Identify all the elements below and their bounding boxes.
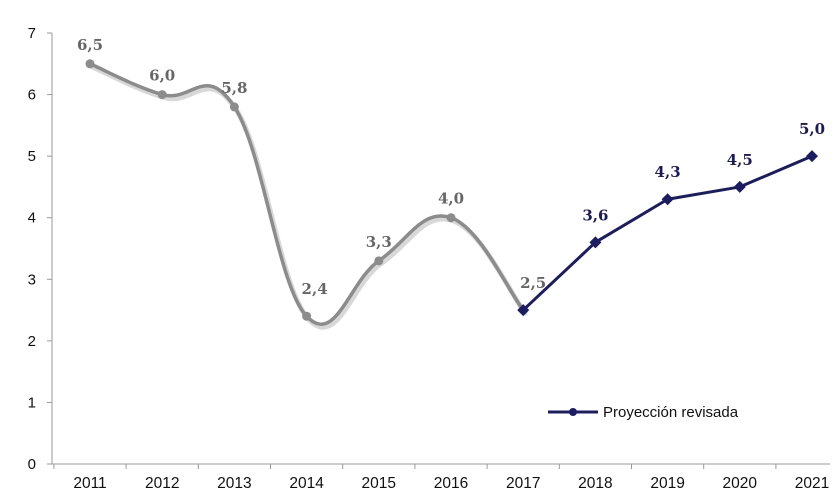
data-point-historical (85, 59, 95, 69)
y-tick-label: 2 (28, 333, 36, 350)
x-tick-label: 2017 (506, 475, 540, 492)
data-label-proyeccion: 4,3 (655, 163, 681, 181)
x-tick-label: 2012 (145, 475, 179, 492)
legend-marker-proyeccion (569, 408, 577, 416)
x-tick-label: 2019 (650, 475, 684, 492)
data-label-historical: 5,8 (221, 79, 247, 97)
chart-axes (51, 33, 830, 465)
y-tick-label: 3 (28, 271, 36, 288)
data-point-historical (374, 256, 384, 266)
y-tick-label: 7 (28, 25, 36, 42)
data-point-historical (157, 90, 167, 100)
x-tick-label: 2014 (289, 475, 324, 492)
y-tick-label: 4 (28, 210, 36, 227)
data-labels: 6,5 6,0 5,8 2,4 3,3 4,0 2,5 3,6 4,3 4,5 5,0 (77, 36, 825, 298)
chart-legend: Proyección revisada (548, 404, 739, 421)
data-label-proyeccion: 3,6 (582, 206, 608, 224)
data-point-proyeccion (517, 304, 530, 317)
data-label-historical: 3,3 (366, 233, 392, 251)
x-tick-label: 2020 (723, 475, 758, 492)
x-axis-ticks: 2011 2012 2013 2014 2015 2016 2017 2018 2019 2020… (53, 464, 829, 492)
x-tick-label: 2015 (362, 475, 396, 492)
data-label-proyeccion: 5,0 (799, 120, 825, 138)
y-tick-label: 0 (28, 456, 36, 473)
data-point-proyeccion (733, 180, 746, 193)
data-points (85, 59, 818, 321)
y-tick-label: 1 (28, 394, 36, 411)
data-label-historical: 2,4 (302, 280, 328, 298)
data-point-proyeccion (806, 150, 818, 163)
x-tick-label: 2011 (73, 475, 106, 492)
data-point-historical (302, 311, 312, 321)
data-label-historical: 2,5 (520, 274, 546, 292)
data-point-proyeccion (661, 193, 674, 206)
x-tick-label: 2021 (795, 475, 829, 492)
data-label-historical: 6,5 (77, 36, 103, 54)
y-tick-label: 6 (28, 87, 36, 104)
data-point-historical (229, 102, 239, 112)
data-point-proyeccion (589, 236, 602, 249)
data-label-proyeccion: 4,5 (727, 151, 753, 169)
y-tick-label: 5 (28, 148, 36, 165)
legend-label-proyeccion: Proyección revisada (603, 404, 739, 421)
data-point-historical (446, 213, 456, 223)
x-tick-label: 2018 (578, 475, 612, 492)
x-tick-label: 2016 (434, 475, 468, 492)
data-label-historical: 4,0 (438, 190, 464, 208)
y-axis-ticks: 0 1 2 3 4 5 6 7 (28, 25, 52, 473)
data-label-historical: 6,0 (149, 67, 175, 85)
x-tick-label: 2013 (217, 475, 251, 492)
